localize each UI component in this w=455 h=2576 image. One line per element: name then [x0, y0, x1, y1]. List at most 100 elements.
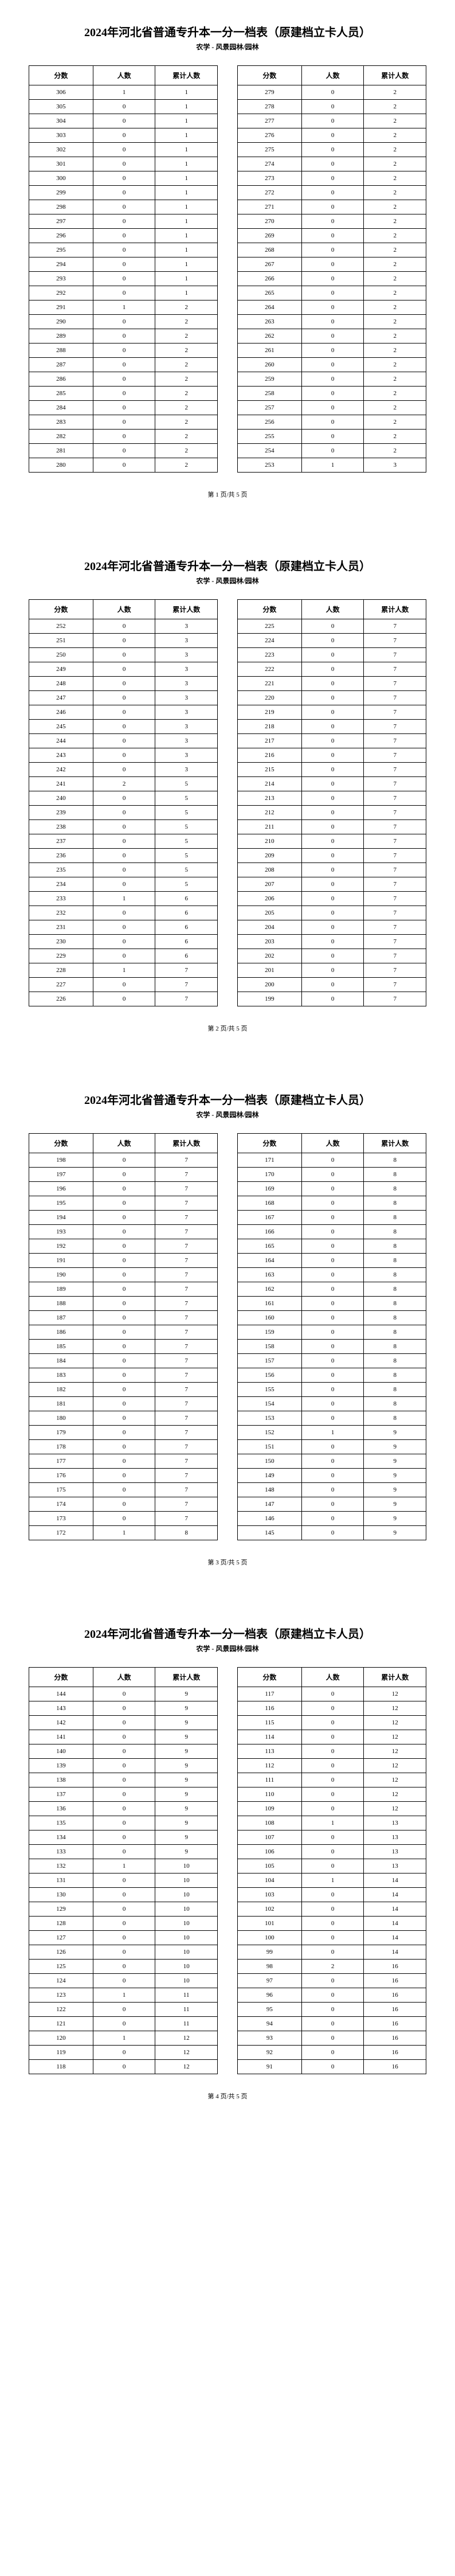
- cell-cumulative: 3: [155, 662, 218, 677]
- cell-cumulative: 5: [155, 791, 218, 806]
- cell-score: 114: [238, 1730, 302, 1744]
- table-row: 29112: [29, 300, 218, 315]
- table-row: 115012: [238, 1716, 426, 1730]
- table-row: 109012: [238, 1802, 426, 1816]
- cell-score: 234: [29, 877, 93, 892]
- cell-count: 0: [93, 1845, 155, 1859]
- score-table: 分数人数累计人数25203251032500324903248032470324…: [29, 599, 218, 1006]
- cell-count: 0: [301, 128, 364, 143]
- cell-count: 1: [93, 300, 155, 315]
- cell-score: 212: [238, 806, 302, 820]
- score-table: 分数人数累计人数11701211601211501211401211301211…: [237, 1667, 426, 2074]
- cell-count: 0: [301, 1325, 364, 1340]
- cell-cumulative: 2: [364, 272, 426, 286]
- cell-score: 268: [238, 243, 302, 257]
- cell-count: 0: [301, 1383, 364, 1397]
- table-header-row: 分数人数累计人数: [29, 1668, 218, 1687]
- cell-cumulative: 14: [364, 1888, 426, 1902]
- table-row: 19307: [29, 1225, 218, 1239]
- cell-cumulative: 7: [364, 677, 426, 691]
- cell-count: 0: [93, 935, 155, 949]
- cell-cumulative: 11: [155, 2017, 218, 2031]
- cell-count: 0: [93, 415, 155, 430]
- cell-count: 0: [93, 1354, 155, 1368]
- cell-count: 0: [93, 920, 155, 935]
- table-row: 114012: [238, 1730, 426, 1744]
- cell-score: 118: [29, 2060, 93, 2074]
- cell-cumulative: 7: [364, 734, 426, 748]
- cell-score: 301: [29, 157, 93, 171]
- cell-count: 0: [93, 992, 155, 1006]
- cell-cumulative: 14: [364, 1917, 426, 1931]
- cell-count: 0: [93, 1945, 155, 1960]
- cell-cumulative: 7: [155, 978, 218, 992]
- table-row: 122011: [29, 2003, 218, 2017]
- table-row: 13509: [29, 1816, 218, 1830]
- cell-cumulative: 7: [155, 1282, 218, 1297]
- cell-count: 0: [301, 1368, 364, 1383]
- cell-cumulative: 2: [364, 430, 426, 444]
- cell-cumulative: 7: [155, 1211, 218, 1225]
- cell-cumulative: 7: [155, 1354, 218, 1368]
- table-row: 18607: [29, 1325, 218, 1340]
- table-row: 16308: [238, 1268, 426, 1282]
- page-section: 2024年河北省普通专升本一分一档表（原建档立卡人员）农学 - 风景园林/园林分…: [0, 0, 455, 534]
- cell-count: 0: [301, 430, 364, 444]
- cell-score: 248: [29, 677, 93, 691]
- cell-score: 137: [29, 1787, 93, 1802]
- cell-cumulative: 8: [364, 1383, 426, 1397]
- column-header-score: 分数: [29, 1134, 93, 1153]
- cell-score: 108: [238, 1816, 302, 1830]
- cell-cumulative: 7: [364, 906, 426, 920]
- cell-cumulative: 1: [155, 157, 218, 171]
- cell-cumulative: 8: [155, 1526, 218, 1540]
- table-row: 16208: [238, 1282, 426, 1297]
- table-row: 14009: [29, 1744, 218, 1759]
- cell-cumulative: 9: [364, 1483, 426, 1497]
- cell-score: 226: [29, 992, 93, 1006]
- table-row: 23505: [29, 863, 218, 877]
- table-row: 28302: [29, 415, 218, 430]
- cell-score: 240: [29, 791, 93, 806]
- cell-count: 0: [93, 2046, 155, 2060]
- cell-score: 285: [29, 387, 93, 401]
- cell-score: 123: [29, 1988, 93, 2003]
- cell-cumulative: 7: [364, 791, 426, 806]
- cell-cumulative: 2: [364, 387, 426, 401]
- cell-score: 146: [238, 1512, 302, 1526]
- cell-cumulative: 1: [155, 186, 218, 200]
- cell-cumulative: 7: [364, 648, 426, 662]
- table-header-row: 分数人数累计人数: [29, 600, 218, 619]
- cell-count: 0: [93, 186, 155, 200]
- cell-score: 279: [238, 85, 302, 100]
- cell-cumulative: 1: [155, 286, 218, 300]
- cell-count: 1: [301, 1426, 364, 1440]
- cell-score: 227: [29, 978, 93, 992]
- cell-cumulative: 2: [155, 315, 218, 329]
- cell-count: 0: [93, 863, 155, 877]
- table-row: 25702: [238, 401, 426, 415]
- cell-cumulative: 8: [364, 1196, 426, 1211]
- table-row: 126010: [29, 1945, 218, 1960]
- cell-cumulative: 16: [364, 2003, 426, 2017]
- table-row: 26802: [238, 243, 426, 257]
- cell-score: 162: [238, 1282, 302, 1297]
- cell-count: 1: [93, 85, 155, 100]
- table-row: 20107: [238, 963, 426, 978]
- table-row: 121011: [29, 2017, 218, 2031]
- table-row: 22107: [238, 677, 426, 691]
- cell-count: 0: [301, 634, 364, 648]
- cell-count: 1: [93, 1859, 155, 1874]
- column-header-score: 分数: [238, 66, 302, 85]
- cell-cumulative: 7: [364, 963, 426, 978]
- cell-count: 0: [301, 705, 364, 720]
- cell-score: 256: [238, 415, 302, 430]
- cell-score: 259: [238, 372, 302, 387]
- cell-score: 169: [238, 1182, 302, 1196]
- score-table: 分数人数累计人数17108170081690816808167081660816…: [237, 1133, 426, 1540]
- cell-cumulative: 9: [155, 1687, 218, 1701]
- column-header-cumulative: 累计人数: [364, 66, 426, 85]
- table-row: 21507: [238, 763, 426, 777]
- table-row: 15009: [238, 1454, 426, 1469]
- cell-cumulative: 2: [364, 257, 426, 272]
